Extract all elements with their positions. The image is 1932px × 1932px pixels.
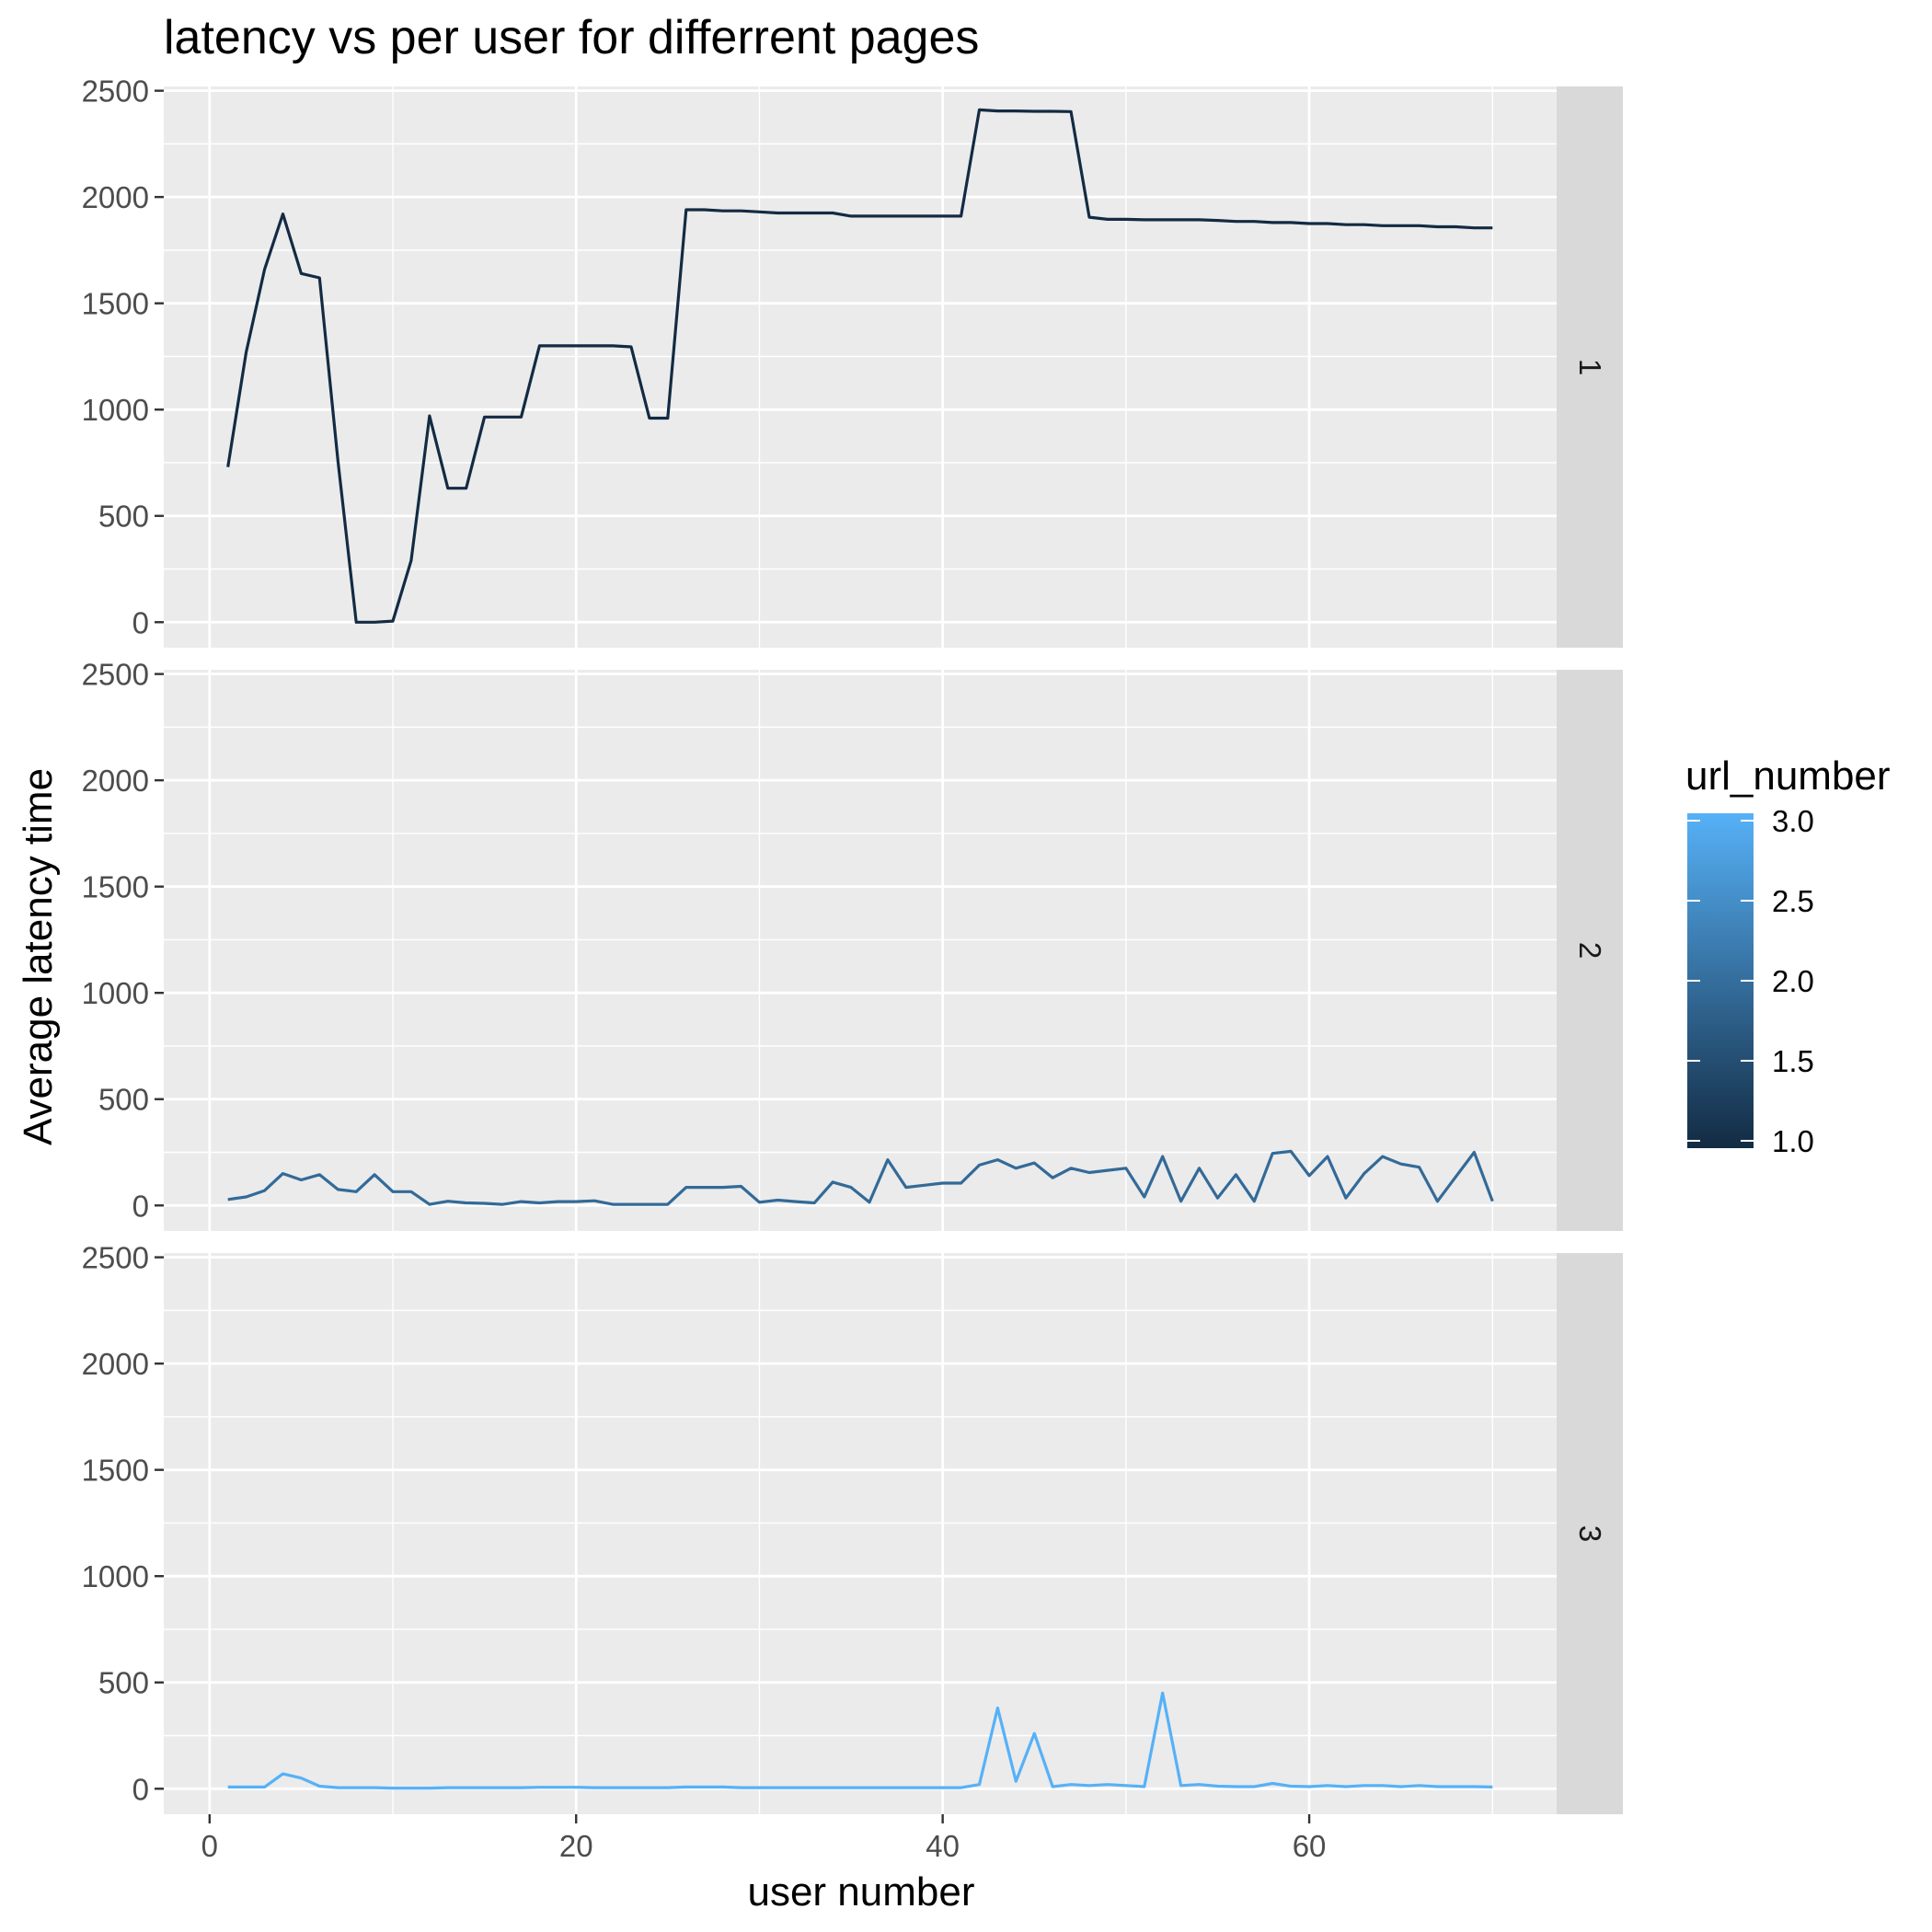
series-line-3 — [227, 1691, 1493, 1790]
y-tick-label: 0 — [132, 605, 149, 639]
series-line-1 — [226, 108, 1493, 624]
legend-title: url_number — [1685, 753, 1891, 799]
y-tick-label: 1000 — [82, 976, 149, 1010]
x-axis: 0 20 40 60 — [201, 1814, 1327, 1863]
facet-strip-label: 2 — [1573, 942, 1607, 959]
y-tick-label: 2500 — [82, 1241, 149, 1275]
y-tick-label: 500 — [98, 500, 149, 534]
y-tick-label: 2000 — [82, 764, 149, 798]
y-tick-label: 500 — [98, 1083, 149, 1117]
facet-strip — [1557, 86, 1623, 648]
facet-panels: 0500100015002000250010500100015002000250… — [82, 75, 1623, 1863]
y-tick-label: 500 — [98, 1666, 149, 1700]
facet-panel-1: 0 500 1000 1500 2000 2500 1 — [82, 75, 1623, 648]
facet-panel-3: 0 500 1000 1500 2000 2500 3 — [82, 1241, 1623, 1814]
panel-background — [164, 670, 1557, 1231]
legend-break-label: 1.0 — [1772, 1124, 1814, 1158]
y-axis-title: Average latency time — [16, 768, 61, 1145]
y-tick-label: 2000 — [82, 1347, 149, 1381]
y-tick-label: 0 — [132, 1189, 149, 1223]
x-tick-label: 40 — [926, 1829, 960, 1863]
legend-break-label: 2.5 — [1772, 884, 1814, 918]
panel-background — [164, 1253, 1557, 1814]
legend-break-label: 2.0 — [1772, 964, 1814, 998]
y-tick-label: 1500 — [82, 287, 149, 321]
facet-strip — [1557, 670, 1623, 1231]
facet-strip-label: 3 — [1573, 1525, 1607, 1542]
y-tick-label: 2500 — [82, 75, 149, 109]
facet-strip — [1557, 1253, 1623, 1814]
x-tick-label: 60 — [1293, 1829, 1327, 1863]
y-tick-label: 1000 — [82, 1559, 149, 1593]
legend-break-label: 1.5 — [1772, 1044, 1814, 1078]
x-tick-label: 20 — [559, 1829, 593, 1863]
facet-panel-2: 0 500 1000 1500 2000 2500 2 — [82, 658, 1623, 1231]
panel-background — [164, 86, 1557, 648]
y-tick-label: 0 — [132, 1772, 149, 1806]
facet-strip-label: 1 — [1573, 359, 1607, 375]
x-tick-label: 0 — [201, 1829, 218, 1863]
y-tick-label: 1500 — [82, 1454, 149, 1488]
legend-breaks: 1.0 1.5 2.0 2.5 3.0 — [1687, 804, 1814, 1158]
chart-title: latency vs per user for differrent pages — [164, 11, 979, 64]
legend-break-label: 3.0 — [1772, 804, 1814, 838]
color-legend: url_number 1.0 1.5 2.0 2.5 3.0 — [1685, 753, 1891, 1158]
y-tick-label: 1500 — [82, 870, 149, 904]
y-tick-label: 2000 — [82, 180, 149, 214]
series-line-2 — [227, 1149, 1494, 1206]
y-tick-label: 1000 — [82, 393, 149, 427]
x-axis-title: user number — [747, 1869, 974, 1915]
y-tick-label: 2500 — [82, 658, 149, 692]
